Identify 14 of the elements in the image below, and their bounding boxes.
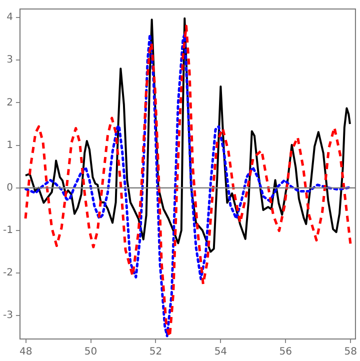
x-tick-label: 50 <box>84 346 98 358</box>
x-tick-label: 48 <box>19 346 32 358</box>
y-tick-label: 3 <box>6 54 13 66</box>
y-tick-label: 0 <box>6 182 13 194</box>
x-tick-label: 52 <box>149 346 162 358</box>
x-tick-label: 58 <box>344 346 357 358</box>
y-tick-label: -2 <box>2 268 13 279</box>
y-tick-label: 1 <box>6 140 13 151</box>
y-tick-label: 2 <box>6 97 13 108</box>
y-tick-label: -1 <box>2 225 13 236</box>
y-tick-label: -3 <box>2 310 13 322</box>
y-tick-label: 4 <box>6 12 13 24</box>
x-tick-label: 54 <box>214 346 228 358</box>
x-tick-label: 56 <box>279 346 292 358</box>
